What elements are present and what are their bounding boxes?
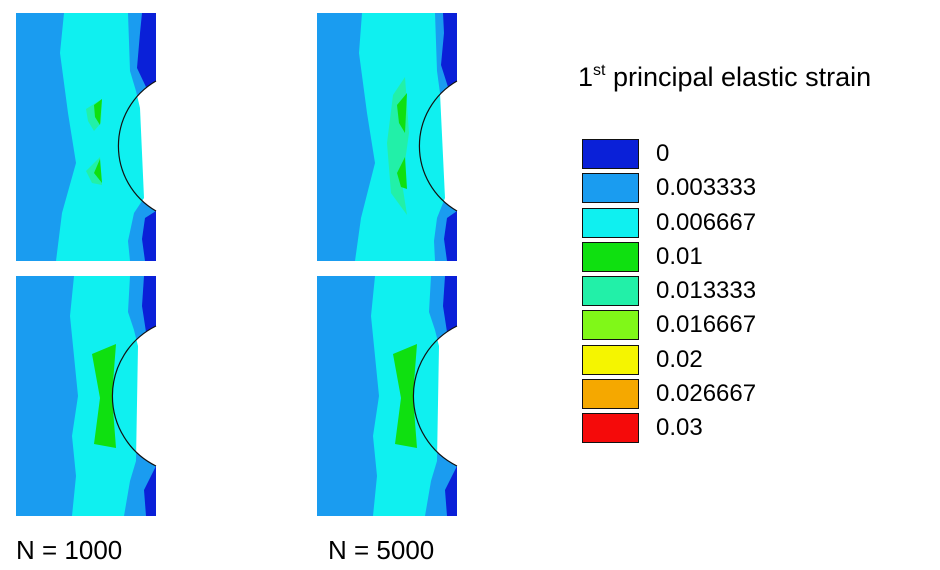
legend-swatch	[582, 173, 639, 204]
legend-swatch	[582, 413, 639, 444]
legend-title-superscript: st	[593, 62, 606, 79]
legend-label: 0.006667	[656, 208, 757, 236]
contour-panel-n5000-bottom	[316, 275, 458, 517]
contour-panel-n5000-top	[316, 12, 458, 262]
contour-panel-n1000-top	[15, 12, 157, 262]
contour-panel-n1000-bottom	[15, 275, 157, 517]
legend-label: 0.013333	[656, 277, 757, 305]
legend-label: 0	[656, 140, 670, 167]
legend-swatch	[582, 241, 639, 272]
legend-title-base: 1	[578, 62, 594, 92]
legend-swatch	[582, 207, 639, 238]
legend-label: 0.01	[656, 242, 703, 270]
legend-label: 0.016667	[656, 311, 757, 339]
legend-swatch	[582, 344, 639, 375]
legend-title-rest: principal elastic strain	[605, 62, 872, 92]
legend-label: 0.02	[656, 345, 703, 373]
legend-label: 0.026667	[656, 380, 757, 408]
legend-title: 1st principal elastic strain	[578, 62, 871, 93]
legend-swatch	[582, 139, 639, 169]
legend-label: 0.003333	[656, 174, 757, 202]
legend-swatch	[582, 276, 639, 307]
legend-swatch	[582, 310, 639, 341]
caption-n5000: N = 5000	[328, 535, 435, 565]
legend-label: 0.03	[656, 414, 703, 442]
legend-swatch	[582, 379, 639, 410]
caption-n1000: N = 1000	[16, 535, 123, 565]
